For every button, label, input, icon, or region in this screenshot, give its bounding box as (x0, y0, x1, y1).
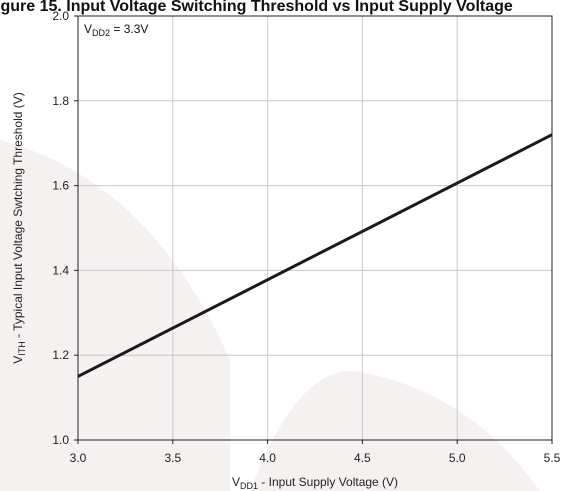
x-tick-label: 3.0 (70, 451, 87, 465)
y-tick-label: 1.6 (52, 179, 69, 193)
x-tick-label: 3.5 (164, 451, 181, 465)
y-tick-label: 1.2 (52, 348, 69, 362)
y-tick-label: 1.4 (52, 263, 69, 277)
x-tick-label: 4.5 (354, 451, 371, 465)
x-tick-labels: 3.0 3.5 4.0 4.5 5.0 5.5 (70, 451, 561, 465)
y-tick-label: 2.0 (52, 9, 69, 23)
x-axis-title: VDD1 - Input Supply Voltage (V) (232, 475, 398, 491)
y-tick-labels: 1.0 1.2 1.4 1.6 1.8 2.0 (52, 9, 69, 447)
y-axis-title: VITH - Typical Input Voltage Swtching Th… (11, 92, 27, 364)
x-tick-label: 5.0 (449, 451, 466, 465)
annotation-sub: DD2 (92, 28, 110, 38)
x-tick-label: 4.0 (259, 451, 276, 465)
y-axis-title-rest: - Typical Input Voltage Swtching Thresho… (11, 92, 25, 341)
y-axis-title-sub: ITH (17, 341, 27, 356)
annotation-main: V (84, 22, 92, 36)
y-tick-label: 1.0 (52, 433, 69, 447)
series-line (77, 133, 553, 378)
y-tick-label: 1.8 (52, 94, 69, 108)
figure-title: igure 15. Input Voltage Switching Thresh… (0, 0, 513, 15)
watermark-shape-right (250, 370, 540, 491)
x-tick-label: 5.5 (544, 451, 561, 465)
x-axis-title-sub: DD1 (240, 481, 258, 491)
series-group (77, 133, 553, 378)
annotation-rest: = 3.3V (110, 22, 148, 36)
x-axis-title-rest: - Input Supply Voltage (V) (258, 475, 398, 489)
annotation-vdd2: VDD2 = 3.3V (84, 22, 148, 38)
y-axis-title-main: V (11, 356, 25, 364)
plot-frame (77, 15, 553, 441)
watermark (0, 140, 540, 491)
x-axis-title-main: V (232, 475, 240, 489)
